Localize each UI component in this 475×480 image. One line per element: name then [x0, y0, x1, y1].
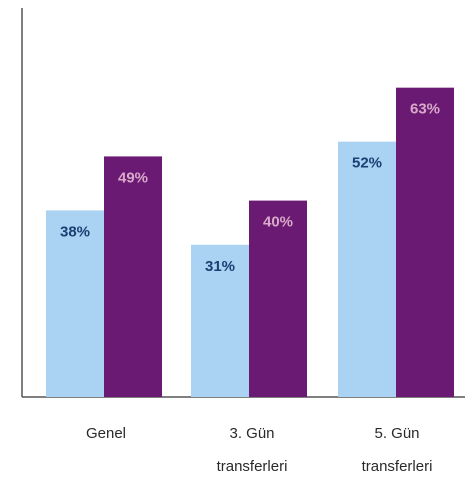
- value-label-series-1-cat-2: 31%: [205, 258, 235, 275]
- value-label-series-2-cat-3: 63%: [410, 101, 440, 118]
- category-label-3-line-2: transferleri: [362, 458, 433, 475]
- category-label-1-line-1: Genel: [86, 425, 126, 442]
- bar-series-1-cat-3: [338, 141, 396, 397]
- category-labels-group: Genel 3. Gün transferleri 5. Gün transferler…: [86, 425, 432, 475]
- bar-series-2-cat-3: [396, 87, 454, 398]
- category-label-2-line-2: transferleri: [217, 458, 288, 475]
- bars-group: [46, 87, 454, 398]
- value-label-series-1-cat-3: 52%: [352, 155, 382, 172]
- value-label-series-1-cat-1: 38%: [60, 223, 90, 240]
- value-labels-group: 38% 31% 52% 49% 40% 63%: [60, 101, 440, 275]
- value-label-series-2-cat-2: 40%: [263, 214, 293, 231]
- bar-series-1-cat-2: [191, 244, 249, 397]
- category-label-3-line-1: 5. Gün: [374, 425, 419, 442]
- value-label-series-2-cat-1: 49%: [118, 169, 148, 186]
- bar-series-2-cat-1: [104, 156, 162, 397]
- bar-series-2-cat-2: [249, 200, 307, 397]
- bar-series-1-cat-1: [46, 210, 104, 397]
- category-label-2-line-1: 3. Gün: [229, 425, 274, 442]
